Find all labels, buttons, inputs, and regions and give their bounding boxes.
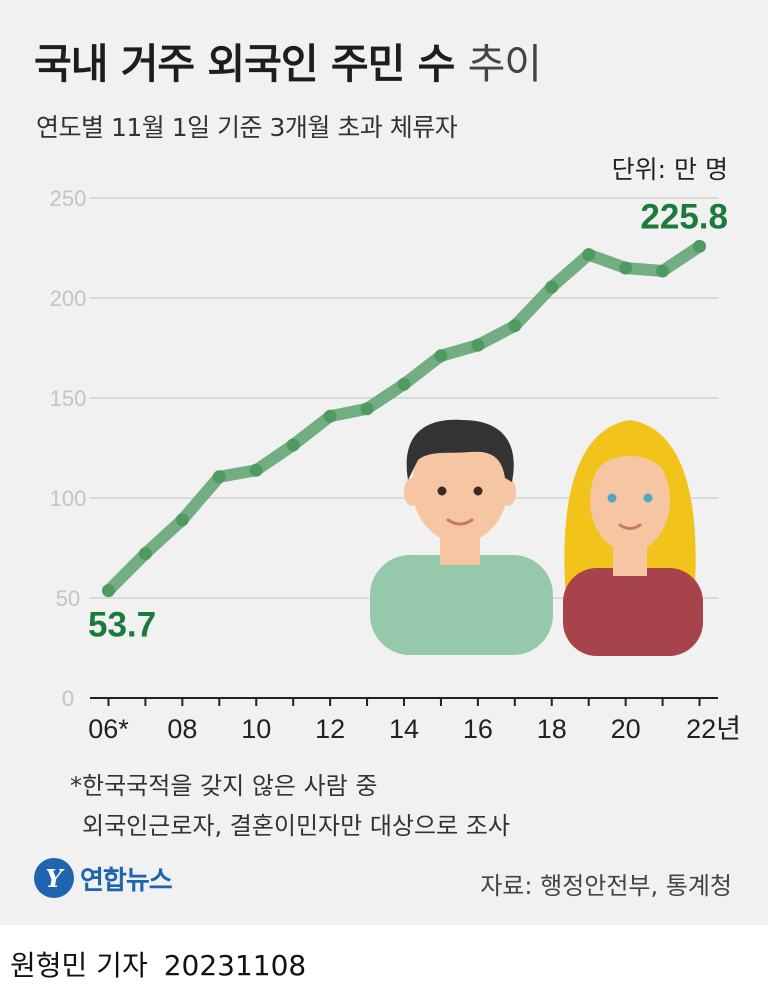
data-point (619, 261, 633, 275)
man-eye-left (437, 486, 447, 496)
x-tick-label: 10 (241, 714, 271, 744)
footnote-line-1: *한국국적을 갖지 않은 사람 중 (70, 772, 378, 800)
byline: 원형민 기자 20231108 (10, 944, 306, 984)
footnote-line-2: 외국인근로자, 결혼이민자만 대상으로 조사 (82, 812, 510, 840)
chart-title: 국내 거주 외국인 주민 수 추이 (34, 30, 542, 90)
end-value-label: 225.8 (640, 197, 728, 236)
x-tick-label: 06* (88, 714, 129, 744)
y-tick-label: 0 (62, 686, 74, 711)
x-tick-label: 14 (389, 714, 419, 744)
chart-title-main: 국내 거주 외국인 주민 수 (34, 40, 455, 88)
source-text: 자료: 행정안전부, 통계청 (480, 872, 732, 900)
man-ear-left (404, 478, 420, 506)
data-point (249, 463, 263, 477)
unit-label: 단위: 만 명 (611, 155, 728, 184)
woman-eye-left (607, 493, 617, 503)
data-point (138, 547, 152, 561)
data-point (212, 470, 226, 484)
y-tick-label: 250 (50, 186, 87, 211)
man-hair (406, 419, 514, 482)
man-eye-right (473, 486, 483, 496)
woman-shirt (563, 568, 703, 656)
publish-date: 20231108 (163, 949, 307, 982)
data-point (360, 402, 374, 416)
x-tick-label: 22년 (686, 714, 741, 744)
data-point (175, 513, 189, 527)
x-tick-label: 18 (537, 714, 567, 744)
y-tick-label: 150 (50, 386, 87, 411)
data-point (397, 377, 411, 391)
x-tick-label: 08 (167, 714, 197, 744)
woman-mouth (618, 523, 642, 530)
data-point (323, 409, 337, 423)
data-point (582, 248, 596, 262)
x-tick-label: 12 (315, 714, 345, 744)
logo-text: 연합뉴스 (80, 865, 173, 896)
data-point (508, 319, 522, 333)
x-tick-label: 16 (463, 714, 493, 744)
data-point (656, 264, 670, 278)
man-mouth (446, 518, 474, 526)
data-point (545, 280, 559, 294)
yonhap-logo-icon: Y (34, 858, 74, 898)
infographic-card: 국내 거주 외국인 주민 수 추이 연도별 11월 1일 기준 3개월 초과 체… (0, 0, 768, 925)
y-tick-label: 200 (50, 286, 87, 311)
y-tick-label: 50 (56, 586, 80, 611)
x-tick-label: 20 (611, 714, 641, 744)
start-value-label: 53.7 (88, 606, 156, 645)
publisher-logo: Y 연합뉴스 (34, 858, 173, 898)
man-ear-right (500, 478, 516, 506)
data-point (286, 438, 300, 452)
woman-face (590, 448, 670, 552)
data-point (434, 349, 448, 363)
line-chart: 0 50 100 150 200 250 06* 08 10 12 14 16 18 20 22년 53.7 2… (50, 186, 741, 744)
woman-eye-right (643, 493, 653, 503)
data-point (471, 338, 485, 352)
reporter-name: 원형민 기자 (10, 949, 148, 982)
man-shirt (370, 555, 553, 655)
man-face (412, 429, 508, 543)
data-point (693, 239, 707, 253)
chart-title-suffix: 추이 (467, 40, 542, 88)
data-point (101, 584, 115, 598)
chart-subtitle: 연도별 11월 1일 기준 3개월 초과 체류자 (36, 113, 458, 142)
y-tick-label: 100 (50, 486, 87, 511)
woman-bangs (588, 434, 672, 480)
